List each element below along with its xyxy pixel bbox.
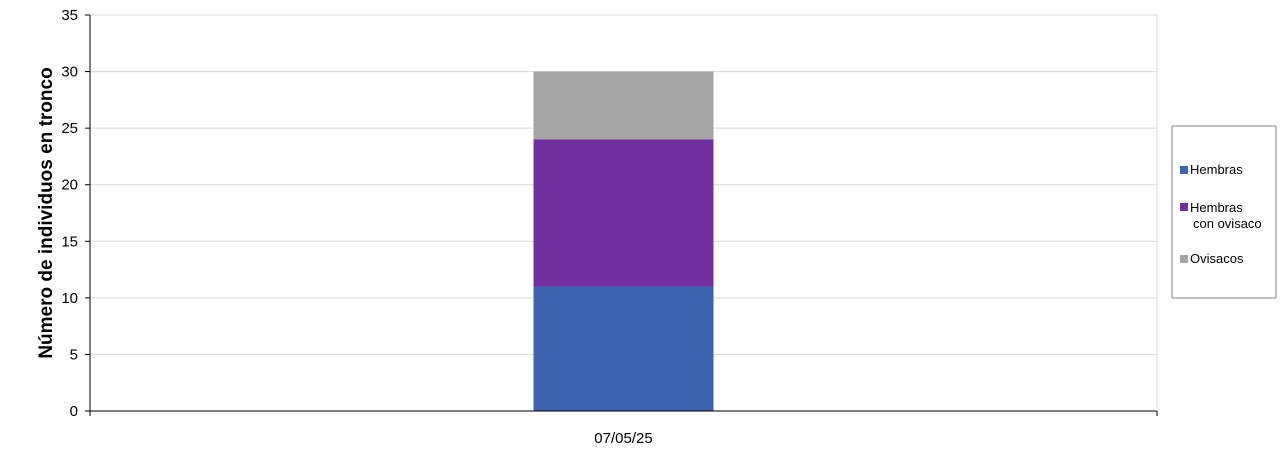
legend-swatch bbox=[1180, 203, 1188, 211]
y-tick-label: 25 bbox=[61, 120, 78, 137]
bar-segment-hembras-con-ovisaco bbox=[533, 139, 714, 287]
legend-label: Hembras bbox=[1190, 162, 1243, 177]
y-tick-label: 0 bbox=[70, 403, 78, 420]
y-tick-label: 20 bbox=[61, 177, 78, 194]
y-tick-label: 15 bbox=[61, 233, 78, 250]
x-tick-labels: 07/05/25 bbox=[594, 430, 652, 447]
axes bbox=[85, 14, 1158, 416]
y-axis-title: Número de individuos en tronco bbox=[36, 67, 57, 358]
y-tick-label: 30 bbox=[61, 64, 78, 81]
legend: Hembras Hembras con ovisaco Ovisacos bbox=[1171, 125, 1277, 299]
legend-item: Hembras bbox=[1180, 162, 1243, 177]
legend-item: Hembras con ovisaco bbox=[1180, 200, 1262, 231]
x-tick-label: 07/05/25 bbox=[594, 430, 652, 447]
y-tick-label: 35 bbox=[61, 7, 78, 24]
y-tick-label: 10 bbox=[61, 290, 78, 307]
legend-label: Ovisacos bbox=[1190, 251, 1244, 266]
y-tick-label: 5 bbox=[70, 346, 78, 363]
bars bbox=[533, 71, 714, 411]
legend-swatch bbox=[1180, 166, 1188, 174]
legend-swatch bbox=[1180, 255, 1188, 263]
legend-box bbox=[1171, 125, 1277, 299]
legend-label: Hembras con ovisaco bbox=[1190, 200, 1262, 231]
y-tick-labels: 0 5 10 15 20 25 30 35 bbox=[61, 7, 78, 420]
bar-segment-hembras bbox=[533, 286, 714, 411]
bar-segment-ovisacos bbox=[533, 71, 714, 140]
legend-item: Ovisacos bbox=[1180, 251, 1244, 266]
